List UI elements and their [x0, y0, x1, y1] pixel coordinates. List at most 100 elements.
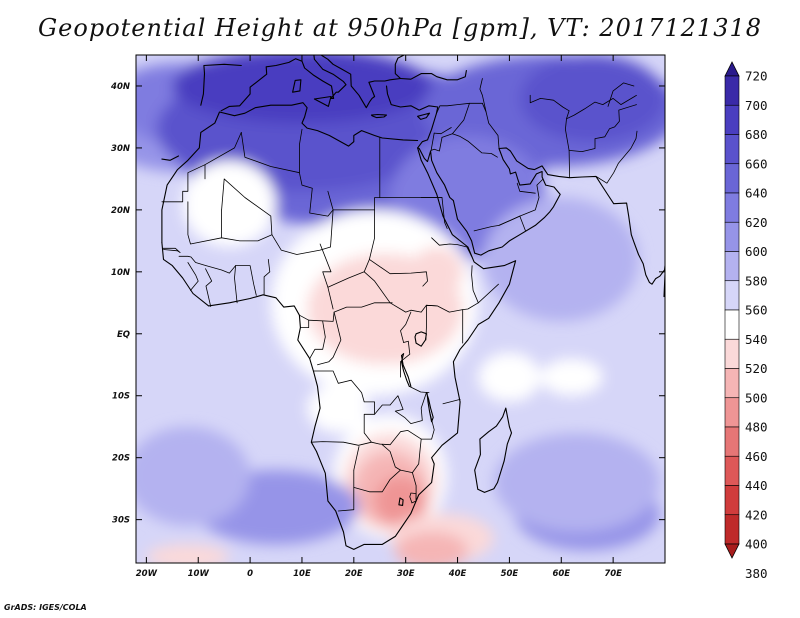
coastline-16 [398, 497, 404, 506]
country-borders [161, 78, 638, 512]
coastline-9 [417, 112, 431, 120]
border-19 [263, 259, 271, 296]
border-20 [235, 265, 257, 296]
lon-tick-label: 50E [501, 569, 519, 579]
colorbar-label-720: 720 [745, 69, 768, 84]
border-39 [310, 441, 372, 446]
border-46 [441, 102, 470, 138]
lat-tick-label: EQ [117, 330, 130, 340]
colorbar-top-arrow [724, 61, 740, 77]
border-47 [452, 133, 498, 158]
lat-tick-label: 40N [110, 82, 130, 92]
border-16 [400, 311, 412, 343]
border-50 [430, 137, 443, 152]
lat-tick-label: 10N [111, 268, 130, 278]
colorbar-label-500: 500 [745, 390, 768, 405]
border-28 [300, 319, 310, 328]
border-13 [471, 265, 479, 304]
border-30 [317, 311, 342, 366]
coastline-10 [292, 79, 302, 93]
border-45 [435, 102, 483, 115]
border-44 [409, 492, 417, 504]
border-34 [389, 392, 427, 424]
height-region-580 [136, 426, 251, 526]
border-42 [353, 469, 417, 501]
colorbar-label-540: 540 [745, 332, 768, 347]
colorbar: 720 700 680 660 640 620 600 580 560 540 520 500 480 4… [724, 61, 768, 581]
lat-tick-label: 30N [111, 144, 130, 154]
border-32 [400, 340, 411, 378]
colorbar-label-400: 400 [745, 537, 768, 552]
height-region-540 [540, 358, 603, 396]
colorbar-swatch-620 [724, 192, 740, 223]
colorbar-swatch-580 [724, 251, 740, 282]
coastline-6 [417, 147, 665, 285]
lon-tick-label: 10E [293, 569, 311, 579]
colorbar-label-460: 460 [745, 449, 768, 464]
lat-tick-label: 10S [112, 392, 130, 402]
height-region-520 [146, 544, 230, 563]
colorbar-label-380: 380 [745, 566, 768, 581]
colorbar-label-660: 660 [745, 156, 768, 171]
border-31 [313, 370, 381, 445]
plot-area [136, 55, 665, 563]
lon-tick-label: 40E [448, 569, 467, 579]
height-region-500 [395, 532, 468, 563]
height-region-480 [374, 476, 427, 526]
border-11 [369, 259, 428, 287]
lon-tick-label: 30E [397, 569, 415, 579]
border-2 [221, 178, 273, 242]
colorbar-swatch-640 [724, 163, 740, 194]
colorbar-swatch-600 [724, 221, 740, 252]
border-25 [162, 247, 181, 253]
border-1 [187, 201, 222, 245]
border-58 [595, 130, 638, 184]
coastline-14 [425, 392, 434, 423]
border-27 [327, 286, 334, 310]
height-region-660 [519, 55, 665, 142]
longitude-axis: 20W 10W 0 10E 20E 30E 40E 50E 60E 70E [136, 55, 622, 579]
colorbar-label-560: 560 [745, 303, 768, 318]
border-10 [431, 237, 472, 257]
border-61 [607, 82, 635, 107]
coastline-4 [320, 55, 405, 109]
coastline-13 [400, 353, 412, 387]
colorbar-swatch-700 [724, 75, 740, 106]
colorbar-label-420: 420 [745, 507, 768, 522]
coastline-15 [414, 331, 427, 347]
border-59 [529, 94, 570, 112]
colorbar-swatch-400 [724, 514, 740, 545]
coastline-11 [313, 95, 332, 107]
border-5 [299, 128, 303, 174]
lon-tick-label: 20E [345, 569, 363, 579]
colorbar-label-440: 440 [745, 478, 768, 493]
lat-tick-label: 20S [112, 454, 130, 464]
border-4 [240, 132, 381, 217]
coastline-2 [200, 63, 242, 106]
height-region-540 [478, 352, 541, 402]
colorbar-swatch-520 [724, 338, 740, 369]
coastline-8 [370, 113, 388, 119]
colorbar-swatch-420 [724, 485, 740, 516]
colorbar-label-700: 700 [745, 98, 768, 113]
colorbar-label-520: 520 [745, 361, 768, 376]
coastline-1 [161, 102, 419, 244]
border-26 [299, 302, 393, 322]
coastline-3 [220, 55, 347, 112]
border-51 [482, 102, 500, 149]
coastline-5 [399, 69, 467, 81]
coastline-0 [161, 85, 517, 550]
border-21 [234, 265, 238, 304]
border-24 [178, 255, 236, 274]
border-40 [337, 469, 355, 512]
colorbar-swatch-540 [724, 309, 740, 340]
coastline-7 [474, 407, 513, 493]
colorbar-label-580: 580 [745, 273, 768, 288]
border-52 [479, 78, 487, 113]
grads-credit: GrADS: IGES/COLA [4, 603, 87, 612]
border-22 [205, 268, 213, 307]
coastline-17 [161, 155, 180, 161]
border-17 [319, 243, 365, 288]
colorbar-swatch-660 [724, 134, 740, 165]
colorbar-label-680: 680 [745, 127, 768, 142]
